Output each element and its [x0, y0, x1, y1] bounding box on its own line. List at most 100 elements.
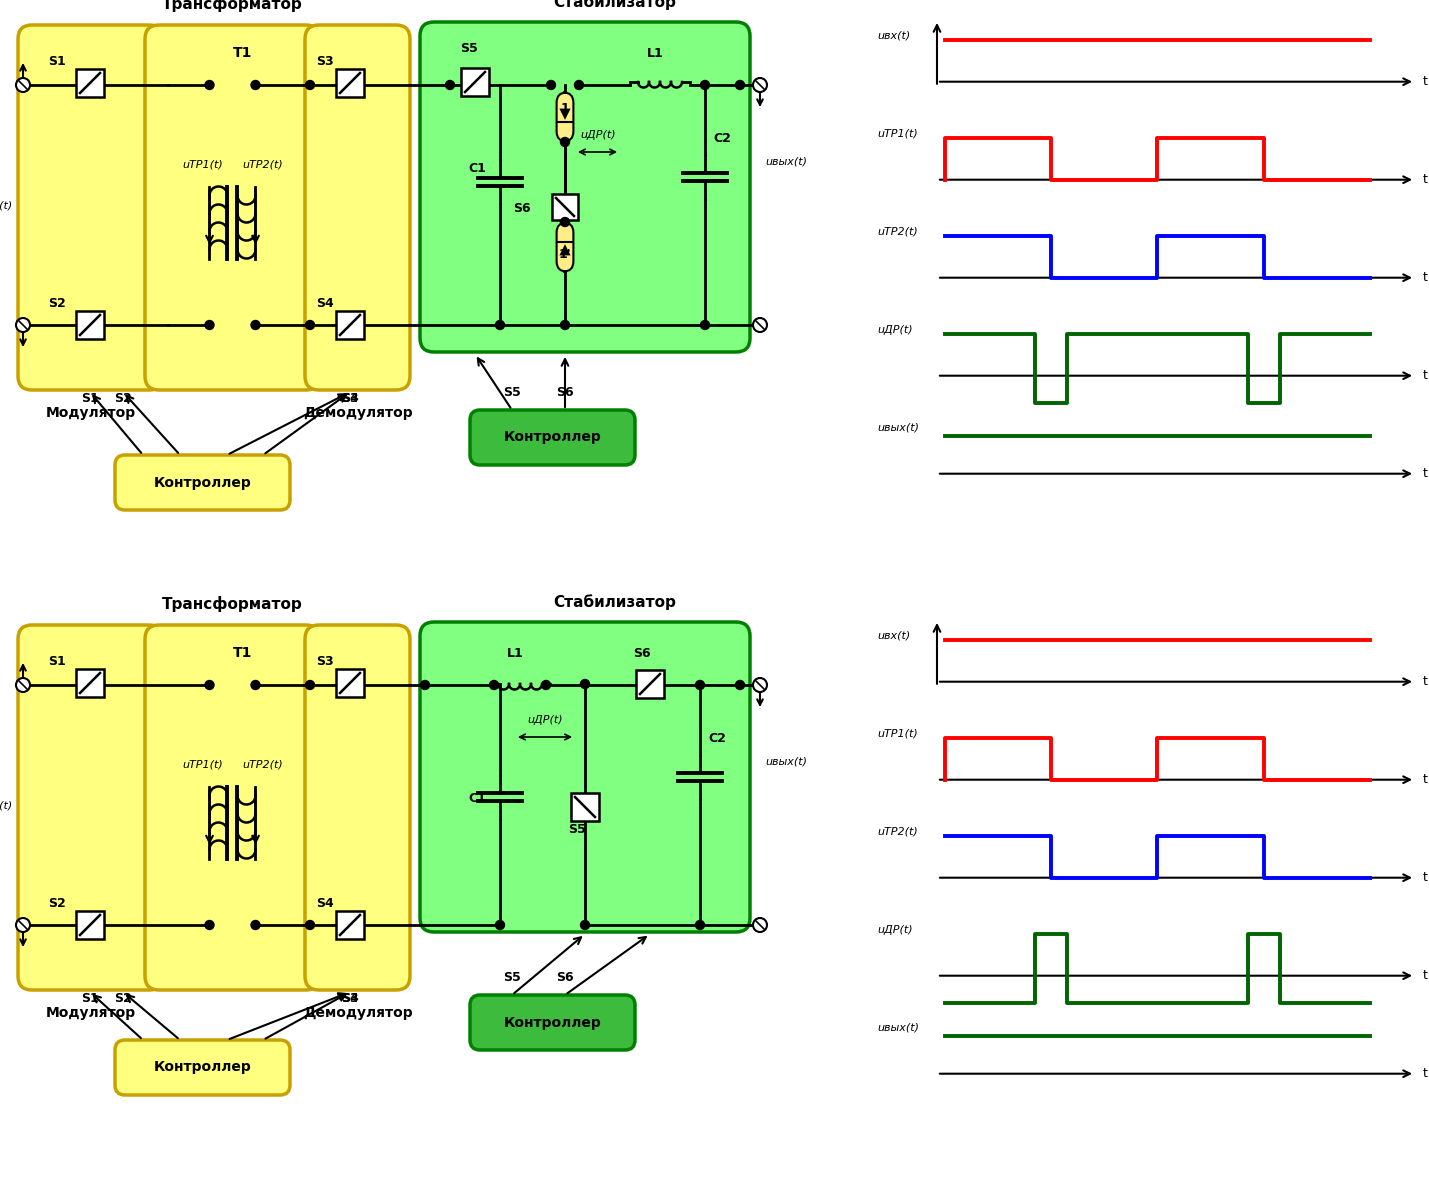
Bar	[636, 670, 664, 698]
Circle shape	[204, 680, 214, 690]
Text: uДΡ(t): uДΡ(t)	[877, 325, 913, 335]
FancyBboxPatch shape	[470, 995, 634, 1050]
Text: Демодулятор: Демодулятор	[303, 406, 413, 420]
Text: uвых(t): uвых(t)	[877, 1022, 919, 1033]
Text: S2: S2	[49, 898, 66, 910]
Text: S6: S6	[556, 971, 574, 984]
Circle shape	[446, 80, 454, 90]
Circle shape	[700, 320, 710, 330]
Text: 1: 1	[560, 102, 569, 115]
Text: L1: L1	[647, 47, 663, 60]
Circle shape	[560, 320, 570, 330]
Bar	[336, 311, 364, 338]
Text: t: t	[1423, 970, 1428, 982]
Text: T1: T1	[233, 646, 252, 660]
FancyBboxPatch shape	[19, 625, 163, 990]
Text: S4: S4	[342, 992, 359, 1006]
Text: Демодулятор: Демодулятор	[303, 1006, 413, 1020]
Text: S4: S4	[316, 296, 334, 310]
FancyBboxPatch shape	[144, 625, 320, 990]
FancyBboxPatch shape	[557, 92, 573, 142]
Text: S6: S6	[556, 386, 574, 398]
Circle shape	[252, 680, 260, 690]
Text: Контроллер: Контроллер	[154, 475, 252, 490]
Text: C2: C2	[713, 132, 730, 145]
Circle shape	[700, 80, 710, 90]
Text: S1: S1	[81, 392, 99, 404]
Circle shape	[736, 80, 745, 90]
Text: uвх(t): uвх(t)	[0, 200, 13, 210]
Circle shape	[252, 320, 260, 330]
Circle shape	[696, 680, 704, 690]
Text: Трансформатор: Трансформатор	[161, 596, 303, 612]
FancyBboxPatch shape	[144, 25, 320, 390]
Bar	[552, 194, 577, 220]
Bar	[76, 670, 104, 697]
Text: Трансформатор: Трансформатор	[161, 0, 303, 12]
Text: t: t	[1423, 173, 1428, 186]
Bar	[462, 68, 489, 96]
Bar	[336, 911, 364, 938]
FancyBboxPatch shape	[420, 22, 750, 352]
Text: S2: S2	[49, 296, 66, 310]
Text: uвых(t): uвых(t)	[765, 757, 807, 767]
Circle shape	[16, 78, 30, 92]
Text: t: t	[1423, 370, 1428, 382]
Text: t: t	[1423, 467, 1428, 480]
Text: S2: S2	[114, 392, 131, 404]
Bar	[76, 68, 104, 97]
Text: Модулятор: Модулятор	[46, 1006, 136, 1020]
Circle shape	[753, 318, 767, 332]
Text: S6: S6	[633, 647, 650, 660]
Text: S5: S5	[503, 971, 522, 984]
Text: Модулятор: Модулятор	[46, 406, 136, 420]
Text: S1: S1	[81, 992, 99, 1006]
Circle shape	[580, 920, 590, 930]
Text: t: t	[1423, 871, 1428, 884]
Bar	[336, 68, 364, 97]
Text: uТΡ2(t): uТΡ2(t)	[242, 160, 283, 169]
Text: C1: C1	[469, 792, 486, 805]
Bar	[76, 911, 104, 938]
Circle shape	[696, 920, 704, 930]
Text: t: t	[1423, 1067, 1428, 1080]
Circle shape	[16, 678, 30, 692]
Polygon shape	[559, 245, 570, 256]
Circle shape	[496, 920, 504, 930]
Circle shape	[736, 680, 745, 690]
Text: uДΡ(t): uДΡ(t)	[877, 925, 913, 935]
Text: uТΡ1(t): uТΡ1(t)	[181, 760, 223, 769]
Text: S1: S1	[49, 655, 66, 668]
Circle shape	[560, 138, 570, 146]
Circle shape	[753, 918, 767, 932]
Text: uТΡ2(t): uТΡ2(t)	[242, 760, 283, 769]
FancyBboxPatch shape	[470, 410, 634, 464]
Text: S3: S3	[316, 655, 333, 668]
Bar	[572, 793, 599, 821]
Circle shape	[204, 320, 214, 330]
FancyBboxPatch shape	[114, 455, 290, 510]
Text: L1: L1	[507, 647, 523, 660]
Text: t: t	[1423, 773, 1428, 786]
Text: S6: S6	[513, 202, 530, 215]
Polygon shape	[559, 108, 570, 120]
Text: S3: S3	[316, 55, 333, 68]
Bar	[76, 311, 104, 338]
FancyBboxPatch shape	[304, 25, 410, 390]
Text: uТΡ1(t): uТΡ1(t)	[877, 128, 917, 139]
Text: S5: S5	[460, 42, 477, 55]
Text: uТΡ2(t): uТΡ2(t)	[877, 827, 917, 836]
Text: S3: S3	[342, 992, 359, 1006]
Text: Контроллер: Контроллер	[503, 1015, 602, 1030]
Text: uвх(t): uвх(t)	[0, 800, 13, 810]
Circle shape	[753, 678, 767, 692]
Text: uТΡ1(t): uТΡ1(t)	[181, 160, 223, 169]
Text: S4: S4	[342, 392, 359, 404]
FancyBboxPatch shape	[420, 622, 750, 932]
Circle shape	[252, 920, 260, 930]
Circle shape	[496, 320, 504, 330]
Circle shape	[306, 920, 314, 930]
Text: S5: S5	[503, 386, 522, 398]
Circle shape	[306, 320, 314, 330]
Text: uТΡ1(t): uТΡ1(t)	[877, 728, 917, 739]
